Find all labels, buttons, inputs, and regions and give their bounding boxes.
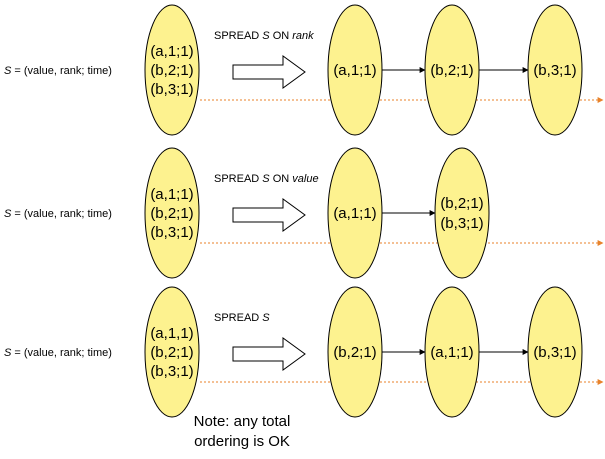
s-definition-label: S = (value, rank; time) [4, 65, 112, 77]
note-line-1: Note: any total [194, 413, 291, 430]
output-set-ellipse [527, 4, 583, 136]
output-tuple: (b,2;1) [430, 62, 473, 79]
input-tuple: (b,2;1) [150, 205, 193, 222]
output-tuple: (a,1;1) [333, 62, 376, 79]
op-attribute: value [292, 173, 318, 185]
input-tuple: (a,1;1) [150, 186, 193, 203]
output-tuple: (b,3;1) [533, 344, 576, 361]
output-set-ellipse [434, 147, 490, 279]
input-tuple: (b,3;1) [150, 224, 193, 241]
op-on: ON [270, 173, 293, 185]
op-variable: S [262, 30, 270, 42]
output-tuple: (a,1;1) [333, 205, 376, 222]
input-tuple: (b,3;1) [150, 81, 193, 98]
s-definition: = (value, rank; time) [11, 65, 112, 77]
s-variable: S [4, 347, 12, 359]
input-tuple: (b,2;1) [150, 62, 193, 79]
input-tuple: (b,3;1) [150, 363, 193, 380]
input-tuple: (b,2;1) [150, 344, 193, 361]
op-variable: S [262, 312, 270, 324]
transform-arrow-icon [232, 337, 306, 371]
spread-operation-label: SPREAD S [214, 312, 270, 324]
op-prefix: SPREAD [214, 173, 262, 185]
spread-operation-label: SPREAD S ON rank [214, 30, 314, 42]
spread-example-row: S = (value, rank; time) (a,1;1) (b,2;1) (b,… [4, 147, 604, 279]
s-variable: S [4, 208, 12, 220]
note-line-2: ordering is OK [194, 433, 290, 450]
output-set-ellipse [527, 286, 583, 418]
transform-arrow-icon [232, 198, 306, 232]
op-on: ON [270, 30, 293, 42]
s-definition-label: S = (value, rank; time) [4, 347, 112, 359]
output-tuple: (a,1;1) [430, 344, 473, 361]
spread-example-row: S = (value, rank; time) (a,1,1) (b,2;1) (b,… [4, 286, 604, 418]
op-prefix: SPREAD [214, 30, 262, 42]
spread-operation-label: SPREAD S ON value [214, 173, 319, 185]
output-tuple: (b,3;1) [533, 62, 576, 79]
input-tuple: (a,1;1) [150, 43, 193, 60]
transform-arrow-icon [232, 55, 306, 89]
input-set-ellipse [144, 147, 200, 279]
op-prefix: SPREAD [214, 312, 262, 324]
input-tuple: (a,1,1) [150, 325, 193, 342]
output-tuple: (b,2;1) [333, 344, 376, 361]
spread-example-row: S = (value, rank; time) (a,1;1) (b,2;1) (b,… [4, 4, 604, 136]
op-attribute: rank [292, 30, 314, 42]
note: Note: any total ordering is OK [194, 413, 291, 450]
input-set-ellipse [144, 286, 200, 418]
s-definition: = (value, rank; time) [11, 208, 112, 220]
output-tuple: (b,3;1) [440, 215, 483, 232]
output-tuple: (b,2;1) [440, 195, 483, 212]
s-variable: S [4, 65, 12, 77]
op-variable: S [262, 173, 270, 185]
s-definition: = (value, rank; time) [11, 347, 112, 359]
input-set-ellipse [144, 4, 200, 136]
s-definition-label: S = (value, rank; time) [4, 208, 112, 220]
